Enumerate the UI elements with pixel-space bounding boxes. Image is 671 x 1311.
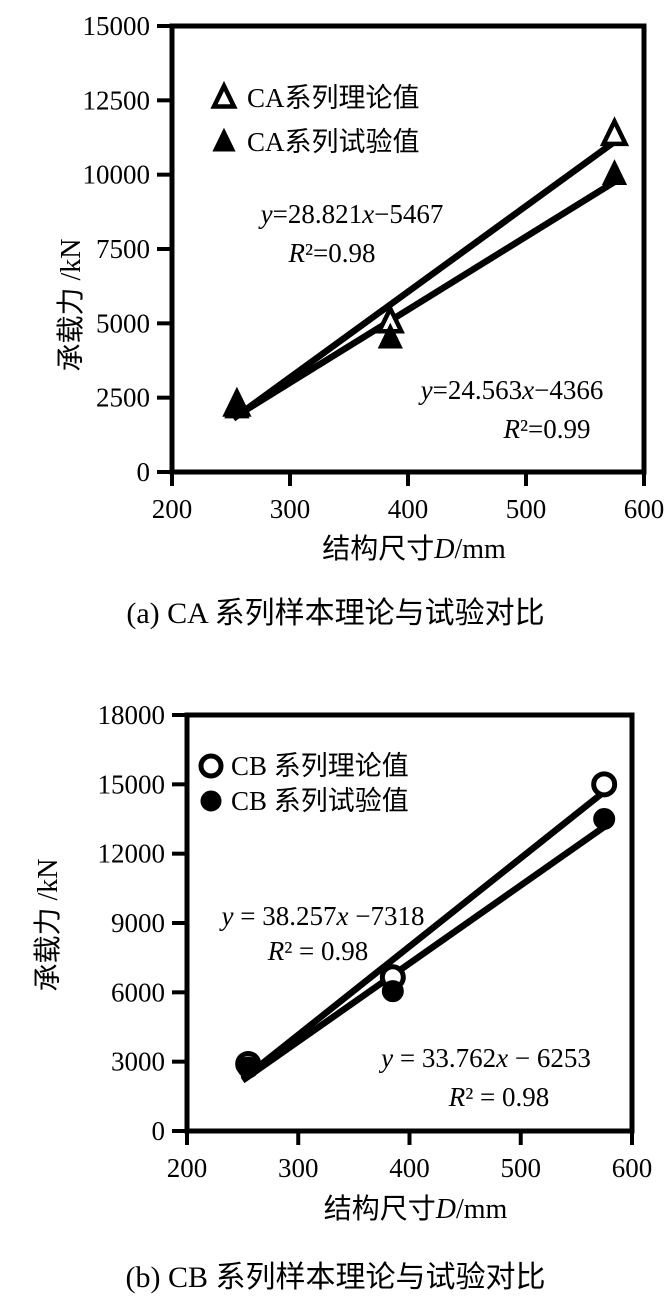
fit-line-a-0	[231, 136, 620, 422]
fit-line-b-1	[240, 822, 609, 1084]
legend-label: CB 系列理论值	[231, 751, 409, 781]
y-tick-label: 12500	[83, 85, 151, 115]
legend-marker	[212, 127, 236, 152]
legend-item-b-1: CB 系列试验值	[200, 786, 409, 816]
fit-r2-b-1: R² = 0.98	[448, 1082, 550, 1112]
data-point-a-1	[377, 322, 403, 349]
fit-line-a-1	[231, 176, 620, 421]
legend-marker	[200, 790, 222, 812]
legend-item-b-0: CB 系列理论值	[198, 751, 409, 781]
y-tick-label: 7500	[96, 234, 150, 264]
x-tick-label: 500	[501, 1153, 542, 1183]
legend-label: CA系列理论值	[247, 83, 420, 113]
fit-equation-b-0: y = 38.257x −7318	[219, 901, 425, 931]
y-axis-title-a: 承载力 /kN	[55, 238, 87, 371]
y-tick-label: 10000	[83, 160, 151, 190]
x-tick-label: 300	[278, 1153, 319, 1183]
y-tick-label: 6000	[111, 977, 165, 1007]
y-tick-label: 15000	[98, 769, 166, 799]
x-tick-label: 200	[152, 494, 193, 524]
y-tick-label: 12000	[98, 839, 166, 869]
fit-equation-a-0: y=28.821x−5467	[258, 199, 444, 229]
fit-r2-b-0: R² = 0.98	[267, 936, 369, 966]
data-point-b-0	[591, 771, 618, 798]
x-tick-label: 300	[270, 494, 311, 524]
x-tick-label: 500	[506, 494, 547, 524]
chart-b: 0 3000 6000 9000 12000 15000 18000 200 300 400 500…	[32, 700, 652, 1225]
y-tick-label: 3000	[111, 1047, 165, 1077]
fit-equation-a-1: y=24.563x−4366	[418, 375, 604, 405]
y-tick-label: 5000	[96, 308, 150, 338]
x-tick-label: 400	[389, 1153, 430, 1183]
y-tick-label: 15000	[83, 11, 151, 41]
caption-a: (a) CA 系列样本理论与试验对比	[126, 597, 545, 630]
legend-item-a-1: CA系列试验值	[212, 127, 420, 157]
data-point-b-1	[381, 980, 404, 1003]
fit-line-b-0	[240, 787, 609, 1082]
legend-marker	[210, 80, 238, 109]
y-tick-label: 0	[152, 1116, 166, 1146]
fit-r2-a-1: R²=0.99	[502, 414, 590, 444]
y-axis-title-b: 承载力 /kN	[32, 858, 64, 991]
fit-r2-a-0: R²=0.98	[287, 238, 375, 268]
x-tick-label: 600	[624, 494, 665, 524]
x-axis-title-b: 结构尺寸D/mm	[324, 1193, 508, 1225]
data-point-a-1	[601, 159, 628, 186]
chart-a: 0 2500 5000 7500 10000 12500 15000 200 300 400 500…	[55, 11, 664, 565]
x-axis-title-a: 结构尺寸D/mm	[322, 533, 506, 565]
y-tick-label: 18000	[98, 700, 166, 730]
x-tick-label: 400	[388, 494, 429, 524]
y-tick-label: 9000	[111, 908, 165, 938]
caption-b: (b) CB 系列样本理论与试验对比	[125, 1261, 546, 1294]
x-tick-label: 200	[167, 1153, 208, 1183]
data-point-a-0	[599, 116, 630, 147]
legend-item-a-0: CA系列理论值	[210, 80, 420, 113]
data-point-a-1	[224, 392, 250, 419]
y-tick-label: 2500	[96, 383, 150, 413]
y-tick-label: 0	[137, 457, 151, 487]
legend-label: CA系列试验值	[247, 127, 420, 157]
data-point-b-1	[237, 1056, 260, 1079]
fit-equation-b-1: y = 33.762x − 6253	[378, 1043, 591, 1073]
x-tick-label: 600	[612, 1153, 653, 1183]
legend-marker	[198, 753, 224, 779]
data-point-b-1	[593, 808, 616, 830]
legend-label: CB 系列试验值	[231, 786, 409, 816]
